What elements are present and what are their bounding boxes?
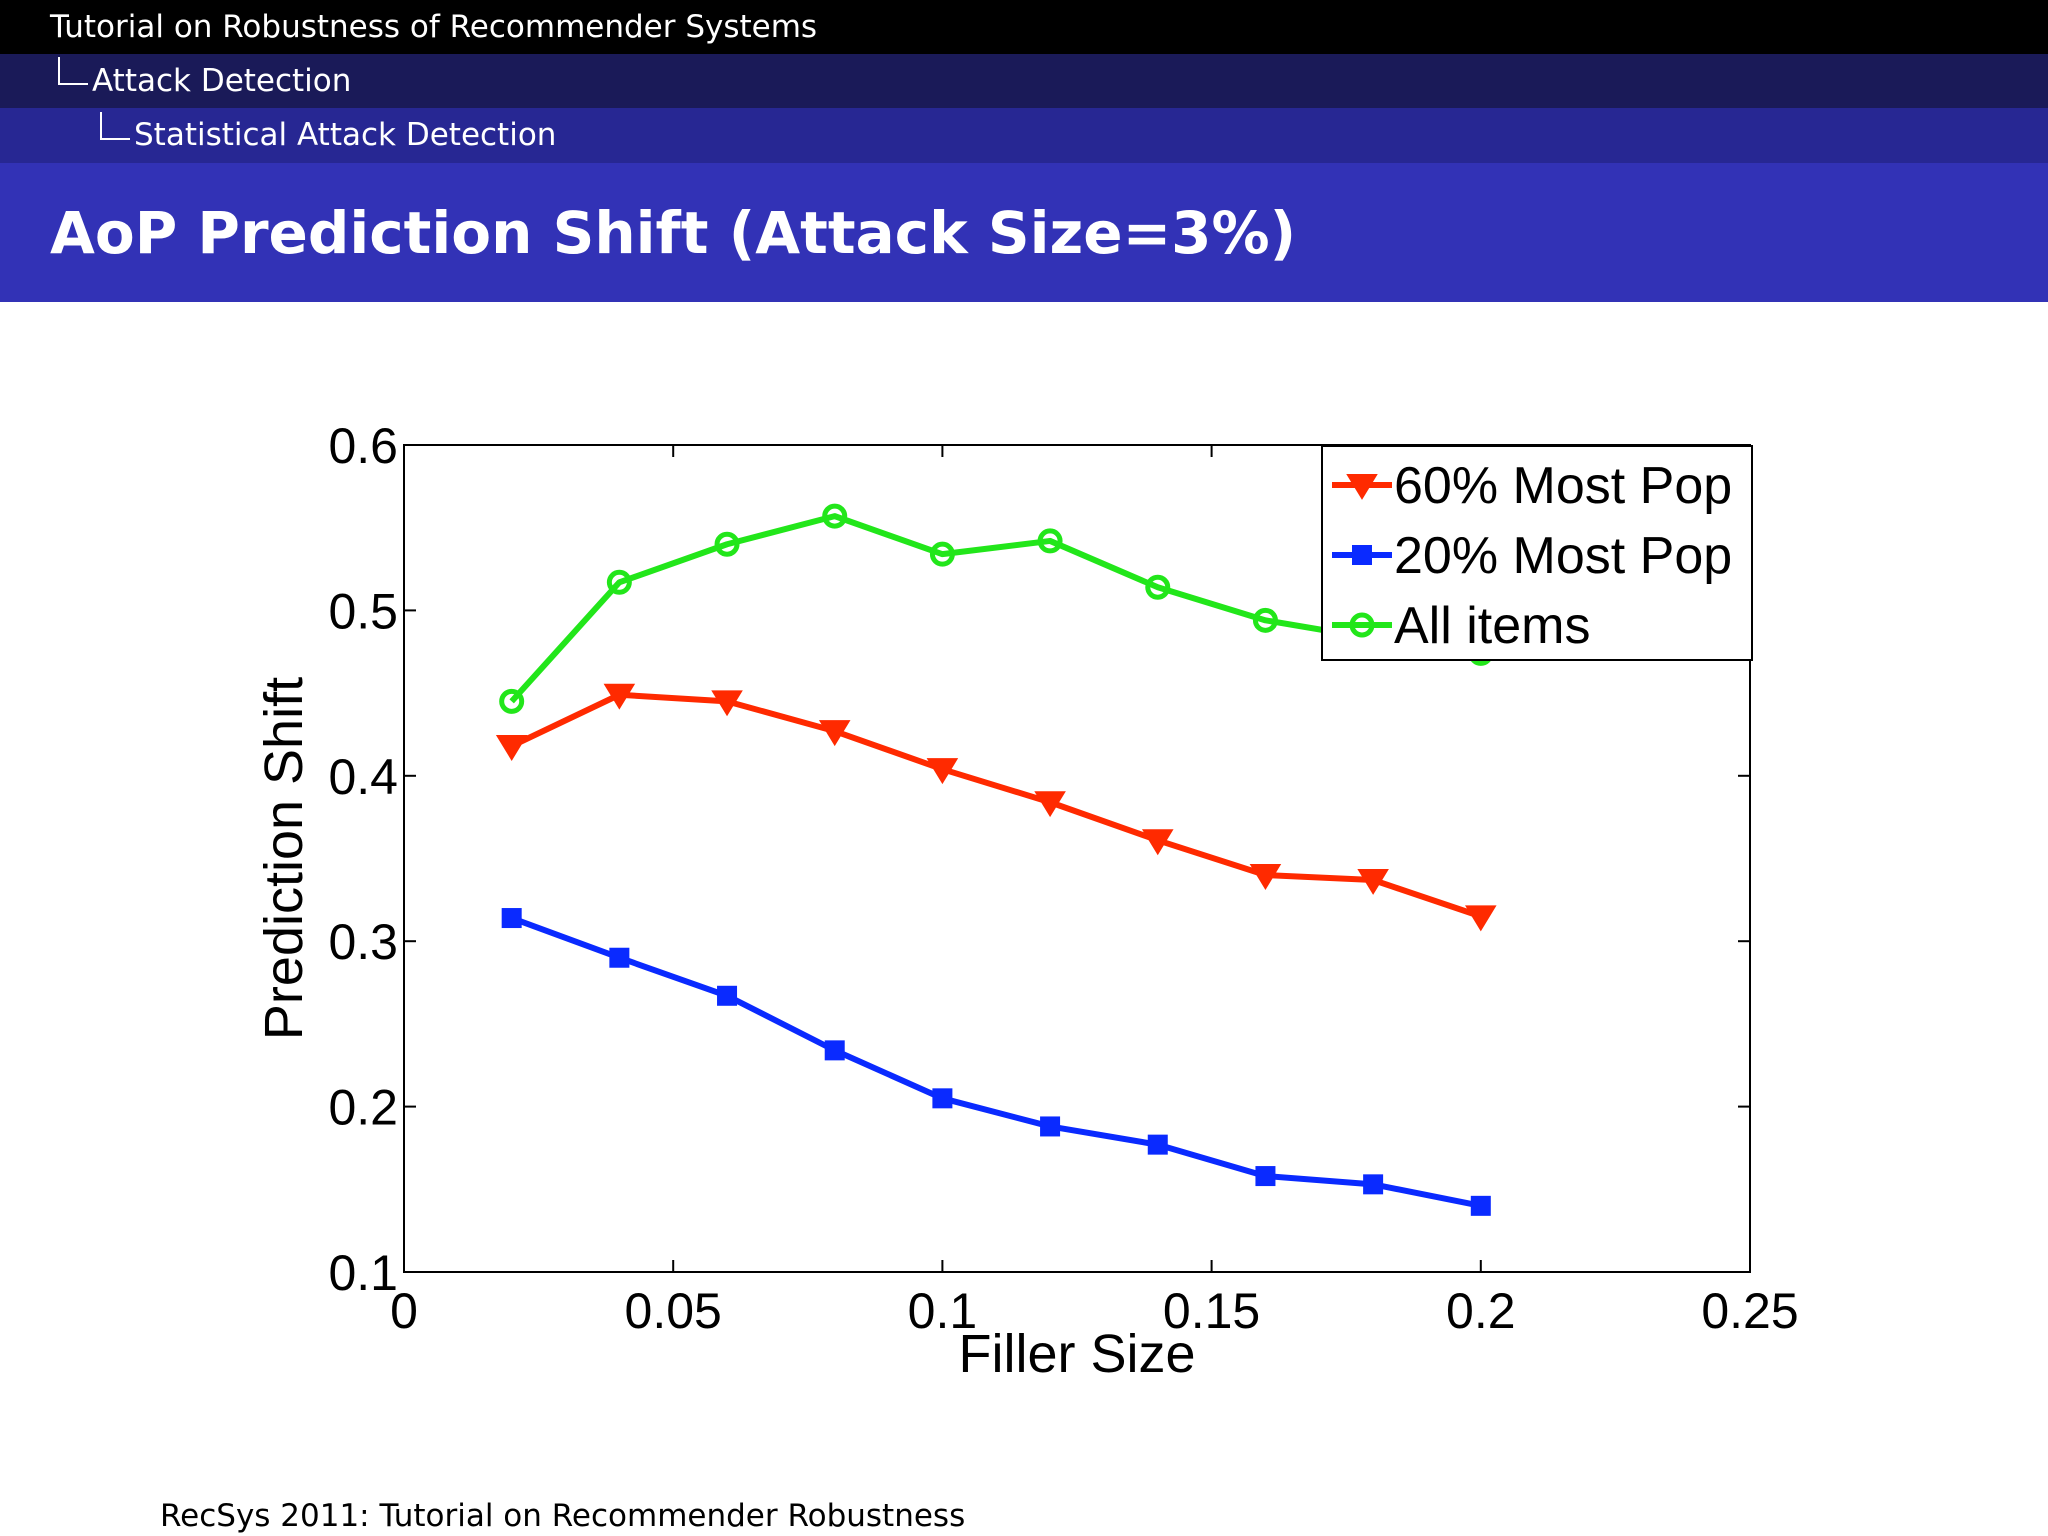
data-point-series-1 xyxy=(818,720,851,747)
plot-frame xyxy=(403,444,1751,1273)
y-tick-label: 0.4 xyxy=(328,749,398,805)
data-point-series-2 xyxy=(932,1088,953,1109)
breadcrumb-subsection: Statistical Attack Detection xyxy=(0,108,2048,163)
data-point-series-1 xyxy=(1249,864,1282,890)
data-point-series-1 xyxy=(495,735,528,761)
x-tick-label: 0.1 xyxy=(908,1283,978,1339)
breadcrumb-root-label: Tutorial on Robustness of Recommender Sy… xyxy=(50,8,818,45)
series-line-3 xyxy=(509,513,1482,704)
data-point-series-1 xyxy=(1357,869,1389,895)
x-tick-label: 0.2 xyxy=(1446,1283,1516,1339)
data-point-series-2 xyxy=(1147,1134,1168,1155)
line-chart: 0 0.05 0.1 0.15 0.2 0.25 0.1 0.2 0.3 0.4 0.5 0.6 Fil… xyxy=(254,418,1799,1384)
y-tick-label: 0.1 xyxy=(328,1245,398,1301)
data-point-series-1 xyxy=(1034,791,1066,818)
data-point-series-3 xyxy=(606,569,632,595)
data-point-series-2 xyxy=(1255,1166,1276,1187)
y-axis-label: Prediction Shift xyxy=(254,677,314,1040)
data-point-series-1 xyxy=(711,690,743,717)
breadcrumb-section-label: Attack Detection xyxy=(92,62,352,99)
tree-corner-icon xyxy=(58,57,88,85)
data-point-series-3 xyxy=(929,541,955,567)
data-point-series-1 xyxy=(1141,829,1174,856)
y-tick-label: 0.6 xyxy=(328,418,398,474)
data-point-series-2 xyxy=(1363,1174,1384,1195)
slide-title: AoP Prediction Shift (Attack Size=3%) xyxy=(50,198,1297,267)
data-point-series-3 xyxy=(1037,528,1063,554)
breadcrumb-root: Tutorial on Robustness of Recommender Sy… xyxy=(0,0,2048,54)
data-point-series-2 xyxy=(1470,1195,1491,1216)
data-point-series-1 xyxy=(1465,905,1497,932)
legend-label-3: All items xyxy=(1394,597,1590,655)
x-tick-label: 0 xyxy=(390,1283,418,1339)
data-point-series-2 xyxy=(824,1040,845,1061)
data-point-series-2 xyxy=(609,947,630,968)
data-point-series-3 xyxy=(822,503,848,529)
x-tick-label: 0.15 xyxy=(1163,1283,1260,1339)
series-line-1 xyxy=(510,691,1482,920)
chart-container: 0 0.05 0.1 0.15 0.2 0.25 0.1 0.2 0.3 0.4 0.5 0.6 Fil… xyxy=(0,302,2048,1462)
data-point-series-2 xyxy=(1040,1116,1061,1137)
y-tick-label: 0.5 xyxy=(328,583,398,639)
data-point-series-3 xyxy=(714,531,740,557)
series-line-2 xyxy=(510,915,1482,1209)
footer-text: RecSys 2011: Tutorial on Recommender Rob… xyxy=(160,1498,966,1534)
x-tick-label: 0.05 xyxy=(625,1283,722,1339)
x-tick-label: 0.25 xyxy=(1701,1283,1798,1339)
data-point-series-1 xyxy=(603,683,636,710)
slide-title-bar: AoP Prediction Shift (Attack Size=3%) xyxy=(0,163,2048,302)
tree-corner-icon xyxy=(100,111,130,140)
y-tick-label: 0.3 xyxy=(328,914,398,970)
legend-box xyxy=(1321,445,1753,661)
data-point-series-3 xyxy=(1252,607,1278,633)
breadcrumb-subsection-label: Statistical Attack Detection xyxy=(134,117,557,153)
breadcrumb-section: Attack Detection xyxy=(0,54,2048,108)
data-point-series-1 xyxy=(926,758,959,785)
data-point-series-2 xyxy=(717,985,738,1006)
data-point-series-2 xyxy=(501,908,522,929)
legend-label-1: 60% Most Pop xyxy=(1394,457,1732,515)
x-axis-label: Filler Size xyxy=(958,1324,1195,1384)
data-point-series-3 xyxy=(1145,574,1171,600)
y-tick-label: 0.2 xyxy=(328,1080,398,1136)
legend-marker-2 xyxy=(1352,545,1372,565)
data-point-series-3 xyxy=(499,688,525,714)
legend-marker-1 xyxy=(1346,474,1378,500)
legend-label-2: 20% Most Pop xyxy=(1394,527,1732,585)
legend-marker-3 xyxy=(1349,612,1375,638)
